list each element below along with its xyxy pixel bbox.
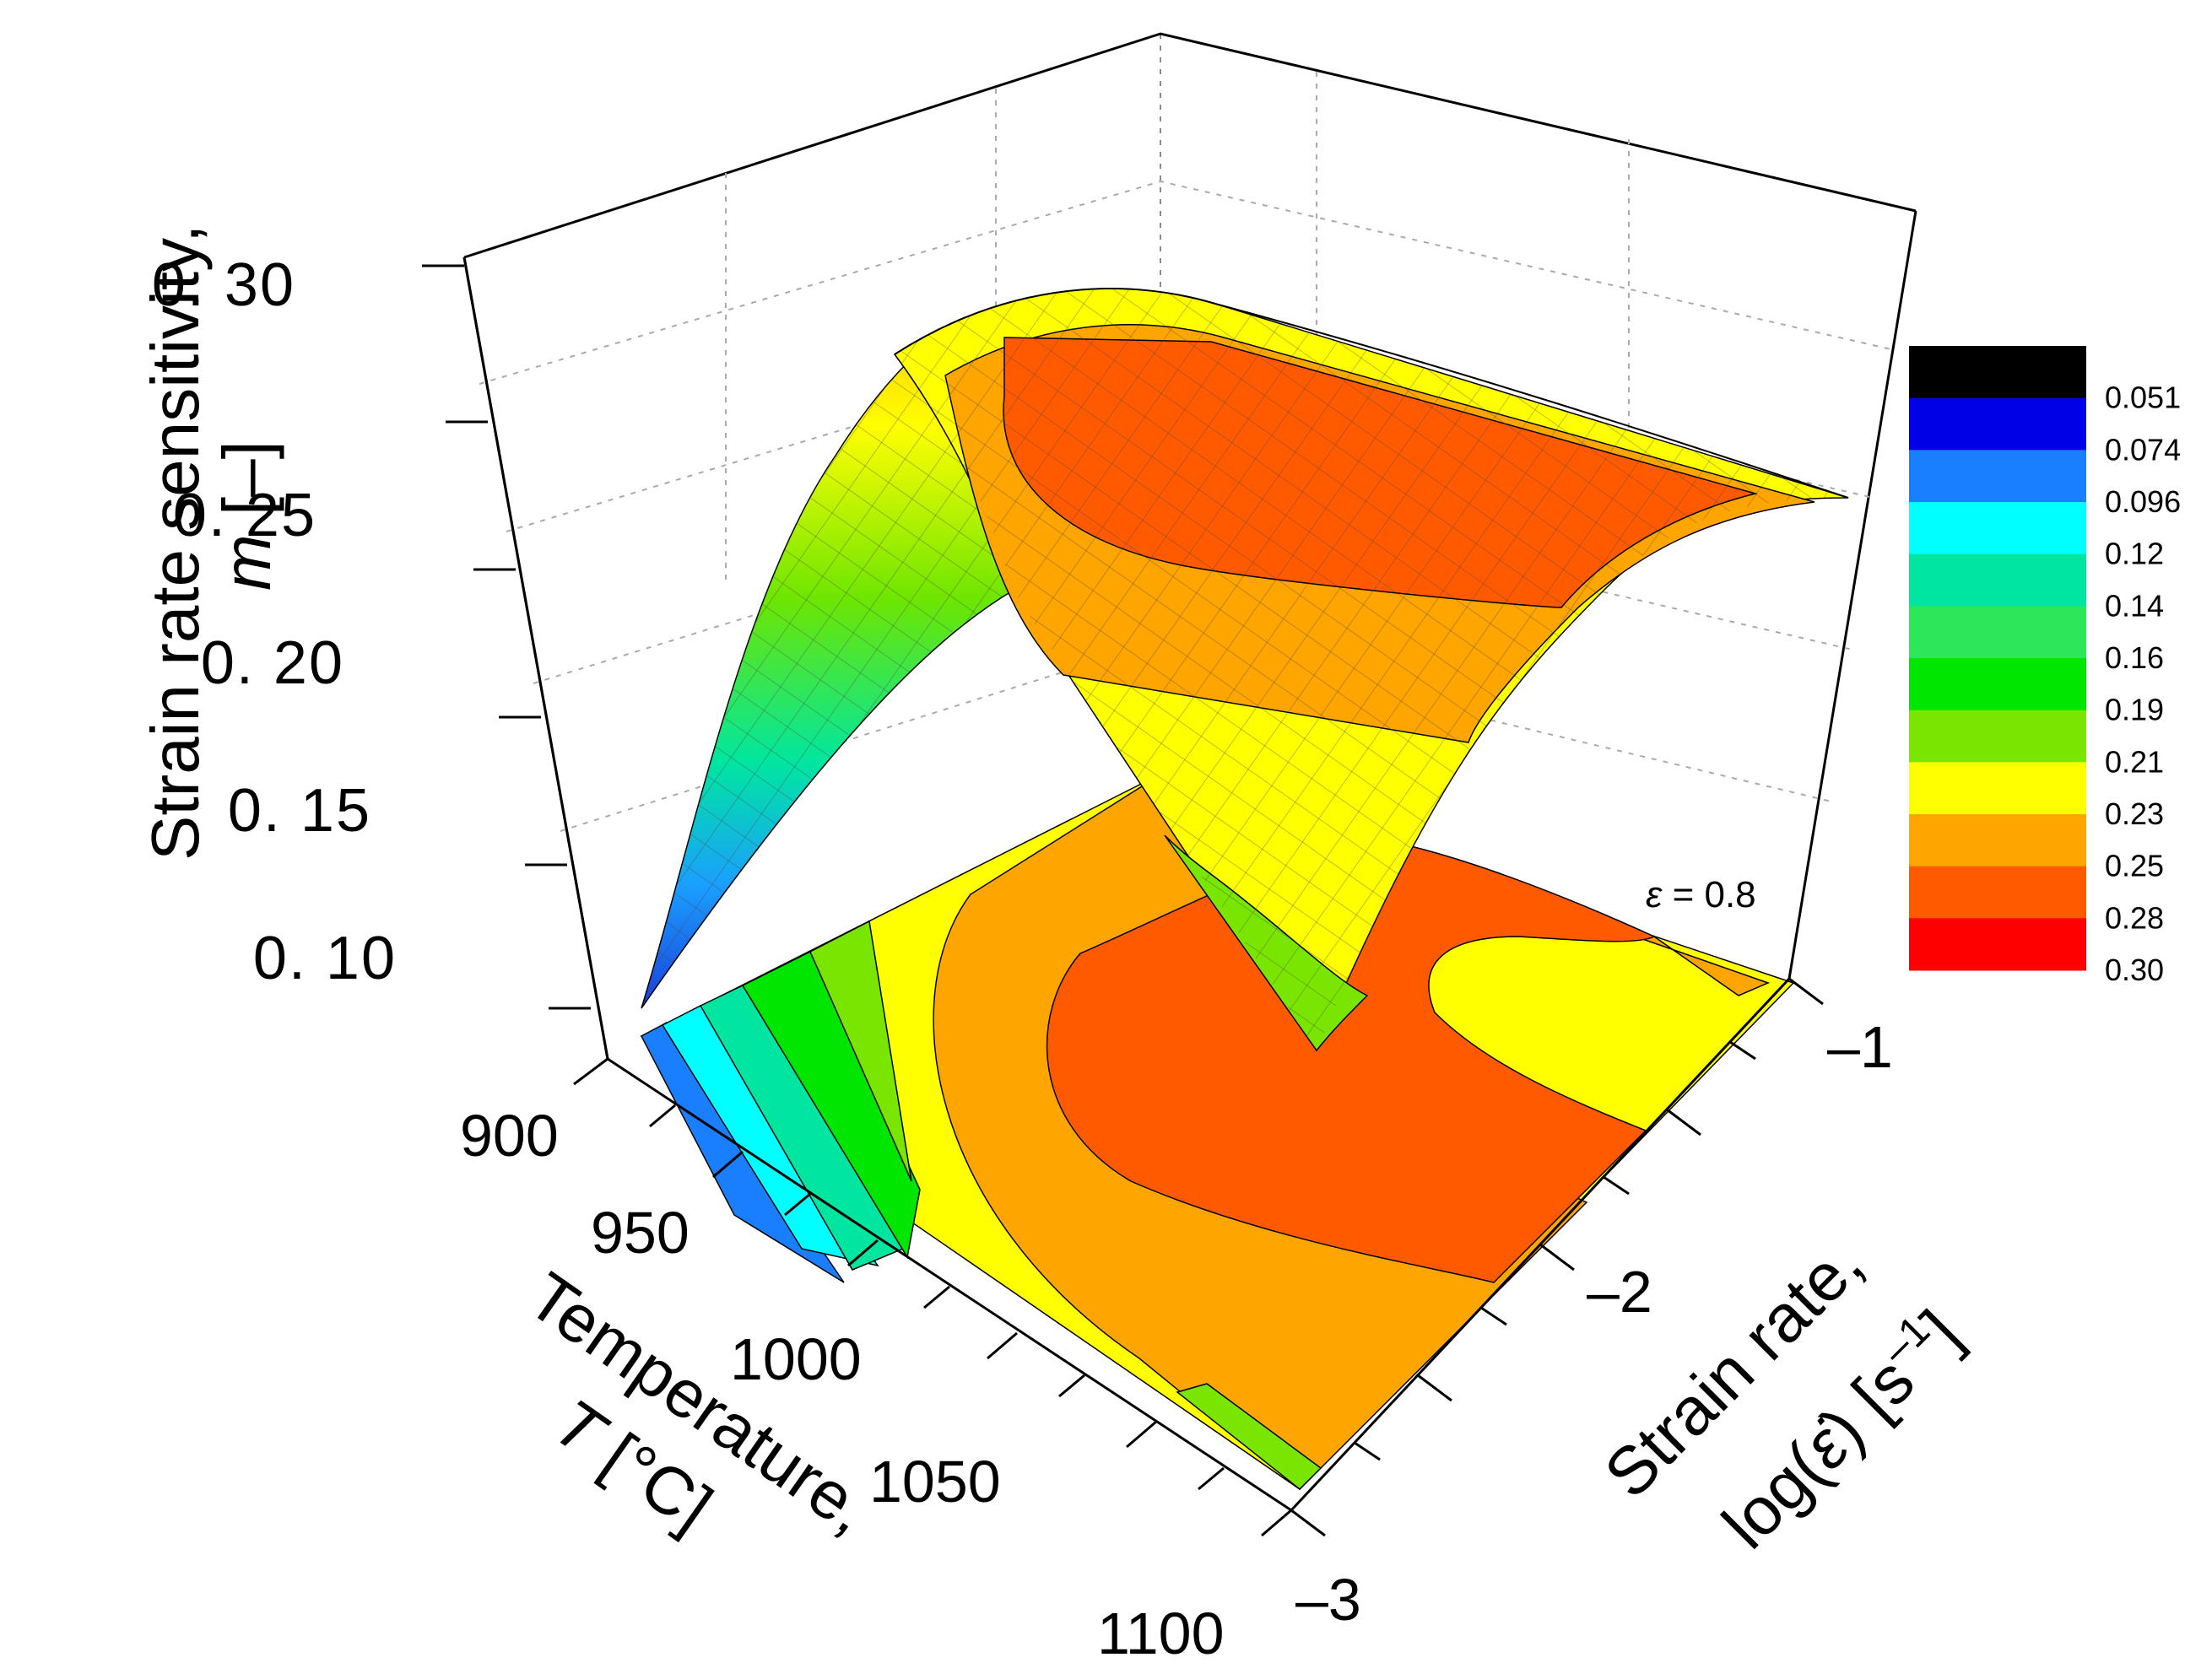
colorbar-swatch: [1909, 658, 2086, 711]
z-tick-labels: 0. 10 0. 15 0. 20 0. 25 0. 30: [152, 251, 397, 992]
z-axis-line: [462, 256, 609, 1060]
temperature-ticks: [573, 1057, 1292, 1537]
colorbar-swatch: [1909, 346, 2086, 399]
temperature-tick-label: 900: [460, 1103, 559, 1169]
colorbar-label: 0.12: [2105, 537, 2164, 571]
colorbar-label: 0.28: [2105, 900, 2164, 935]
box-back-left-edge: [463, 32, 1917, 259]
colorbar-label: 0.25: [2105, 849, 2164, 883]
colorbar-label: 0.23: [2105, 796, 2164, 831]
temperature-tick-labels: 900 950 1000 1050 1100: [460, 1103, 1225, 1666]
temperature-tick-label: 1050: [869, 1449, 1001, 1514]
colorbar: 0.051 0.074 0.096 0.12 0.14 0.16 0.19 0.21 0.23 0…: [1909, 346, 2181, 987]
z-ticks: [422, 264, 591, 1010]
z-tick-label: 0. 20: [201, 629, 344, 697]
strain-rate-tick-labels: –1 –2 –3: [1295, 1014, 1893, 1633]
colorbar-swatch: [1909, 450, 2086, 503]
colorbar-swatch: [1909, 866, 2086, 919]
colorbar-label: 0.051: [2105, 381, 2181, 415]
axes: [422, 256, 1824, 1537]
z-axis-unit: [–]: [209, 440, 284, 534]
colorbar-swatch: [1909, 397, 2086, 451]
colorbar-label: 0.074: [2105, 432, 2181, 467]
z-axis-title-line2: m [–]: [209, 440, 284, 591]
colorbar-swatch: [1909, 710, 2086, 763]
box-right-vertical-edge: [1787, 210, 1917, 980]
colorbar-label: 0.19: [2105, 693, 2164, 727]
strain-rate-tick-label: –3: [1295, 1567, 1361, 1633]
temperature-tick-label: 1100: [1097, 1601, 1225, 1666]
strain-rate-ticks: [1290, 977, 1824, 1537]
colorbar-swatch: [1909, 606, 2086, 659]
z-tick-label: 0. 10: [253, 925, 397, 992]
strain-annotation: ε = 0.8: [1646, 874, 1756, 915]
z-tick-label: 0. 15: [228, 777, 371, 845]
temperature-tick-label: 1000: [730, 1326, 862, 1392]
temperature-axis-line: [607, 1057, 1292, 1512]
colorbar-label: 0.21: [2105, 744, 2164, 779]
colorbar-swatch: [1909, 502, 2086, 555]
colorbar-swatch: [1909, 553, 2086, 607]
z-axis-title: Strain rate sensitivity, m [–]: [138, 224, 284, 861]
colorbar-label: 0.14: [2105, 588, 2164, 623]
z-tick-label: 0. 25: [173, 482, 316, 549]
colorbar-label: 0.096: [2105, 484, 2181, 519]
strain-rate-tick-label: –2: [1587, 1259, 1652, 1325]
z-axis-title-line1: Strain rate sensitivity,: [138, 224, 213, 861]
colorbar-label: 0.16: [2105, 640, 2164, 675]
colorbar-swatch: [1909, 918, 2086, 971]
strain-annotation-value: = 0.8: [1662, 874, 1755, 915]
surface-mesh: [641, 288, 1849, 1052]
colorbar-swatch: [1909, 814, 2086, 867]
strain-annotation-symbol: ε: [1646, 874, 1663, 915]
z-tick-label: 0. 30: [152, 251, 295, 319]
strain-rate-tick-label: –1: [1827, 1014, 1893, 1080]
z-axis-symbol: m: [209, 534, 284, 591]
colorbar-swatch: [1909, 762, 2086, 815]
temperature-tick-label: 950: [591, 1200, 690, 1266]
colorbar-label: 0.30: [2105, 953, 2164, 987]
